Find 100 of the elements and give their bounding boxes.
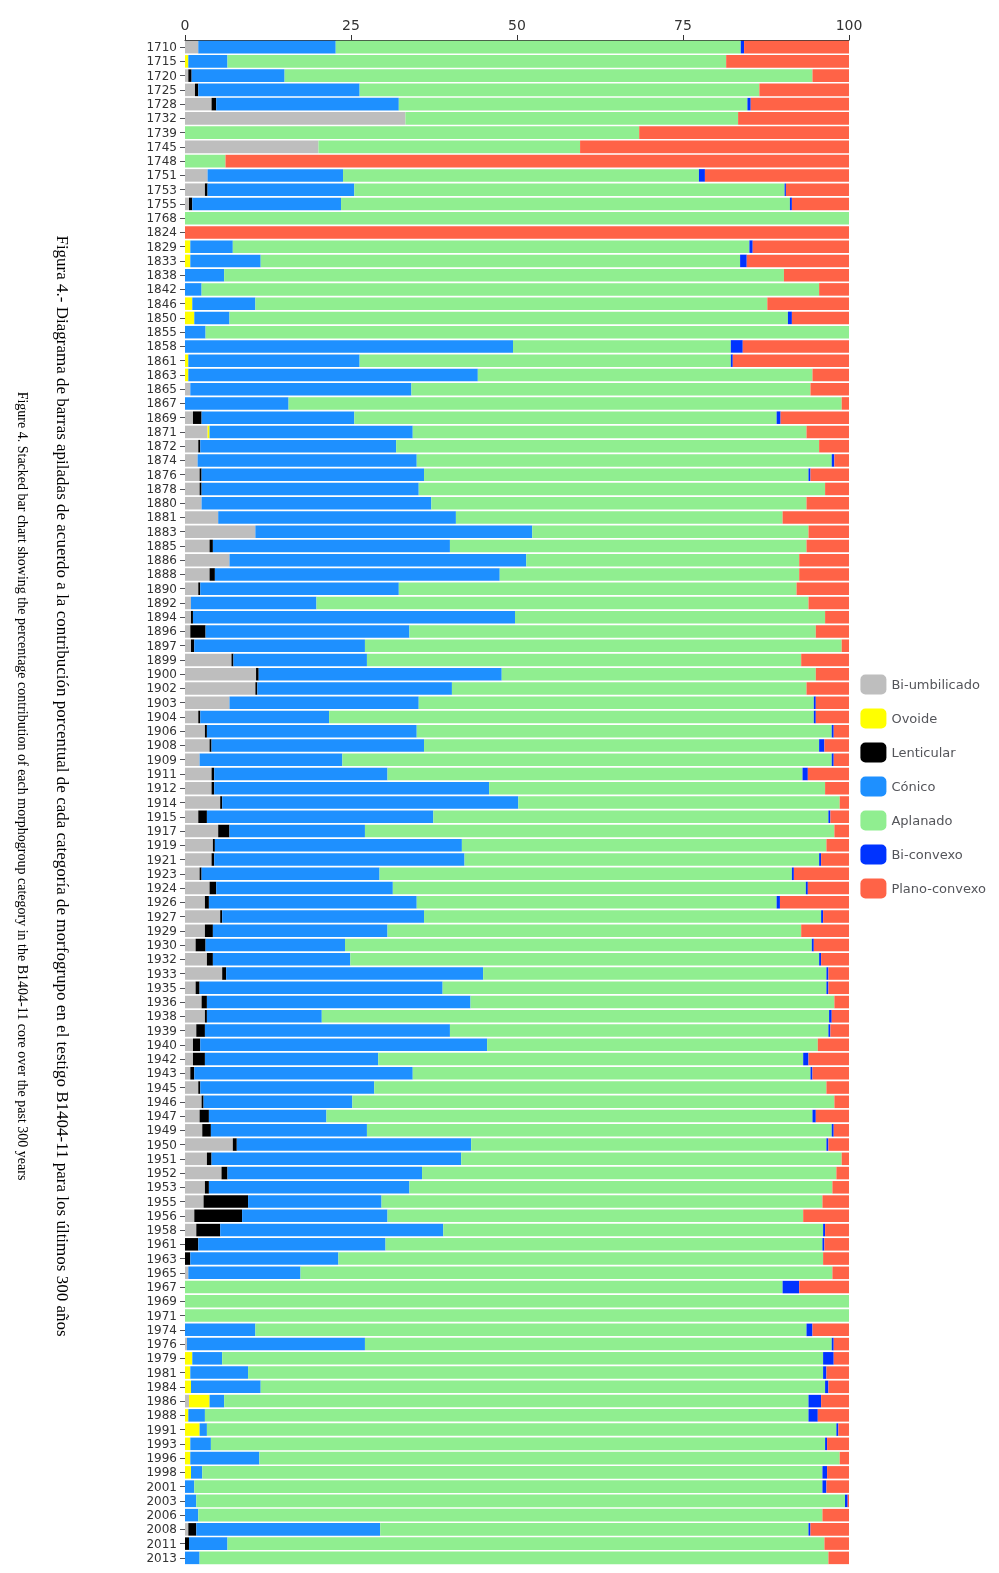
x-tick-label: 25 — [342, 17, 360, 33]
y-tick-label: 1935 — [146, 980, 177, 995]
bar — [190, 1067, 195, 1080]
y-tick-label: 1921 — [146, 852, 177, 867]
bar — [185, 1209, 195, 1223]
bar — [200, 439, 397, 453]
bar — [185, 924, 205, 938]
bar — [821, 1394, 849, 1408]
bar — [198, 810, 207, 824]
y-tick-label: 2003 — [146, 1493, 177, 1508]
y-tick-label: 1902 — [146, 681, 177, 696]
bar — [218, 824, 230, 838]
bar — [199, 1109, 209, 1123]
x-tick-label: 50 — [508, 17, 526, 33]
bar — [387, 924, 802, 938]
bar — [834, 824, 849, 838]
bar — [396, 439, 820, 453]
bar — [827, 1437, 849, 1451]
y-tick-label: 1863 — [146, 367, 177, 382]
bar — [316, 596, 809, 610]
bar — [461, 1152, 842, 1166]
bar — [185, 610, 191, 624]
y-tick-label: 1927 — [146, 909, 177, 924]
bar — [392, 881, 806, 895]
y-tick-label: 1865 — [146, 382, 177, 397]
y-tick-label: 1938 — [146, 1009, 177, 1024]
bar — [216, 881, 393, 895]
bar — [208, 1109, 327, 1123]
bar — [411, 382, 811, 396]
bar — [185, 1323, 256, 1337]
y-tick-label: 1986 — [146, 1394, 177, 1409]
bar — [188, 368, 478, 382]
y-tick-label: 1880 — [146, 496, 177, 511]
legend-label: Plano-convexo — [891, 881, 987, 896]
bar — [185, 881, 210, 895]
y-tick-label: 1926 — [146, 895, 177, 910]
bar — [212, 924, 388, 938]
bar — [185, 981, 196, 995]
bar — [318, 140, 581, 154]
y-tick-label: 1869 — [146, 410, 177, 425]
y-tick-label: 1846 — [146, 296, 177, 311]
bar — [819, 439, 849, 453]
bar — [698, 169, 705, 182]
bar — [812, 1323, 849, 1337]
bar — [185, 240, 191, 253]
y-tick-label: 1951 — [146, 1151, 177, 1166]
bar — [833, 1337, 849, 1351]
bar — [188, 1266, 301, 1280]
bar — [477, 368, 813, 382]
bar — [806, 539, 849, 553]
bar — [836, 1166, 849, 1180]
y-tick-label: 1748 — [146, 154, 177, 169]
y-tick-label: 1710 — [146, 40, 177, 55]
bar — [335, 40, 741, 54]
x-tick-label: 75 — [674, 17, 692, 33]
bar — [255, 1323, 807, 1337]
bar — [825, 1223, 849, 1237]
bar — [808, 1409, 818, 1422]
y-tick-label: 2011 — [146, 1536, 177, 1551]
bar — [206, 995, 471, 1009]
y-tick-label: 1911 — [146, 767, 177, 781]
bar — [232, 240, 750, 253]
bar — [836, 1423, 839, 1436]
bar — [364, 1337, 832, 1351]
text: Figura 4.- Diagrama de barras apiladas de acuerdo a la contribución porcentual de cada categoría de morfogrupo en el testigo B1404-11 para los últimos 300 años — [52, 235, 72, 1337]
bar — [341, 197, 790, 211]
bar — [198, 40, 336, 54]
bar — [185, 1523, 189, 1536]
bar — [810, 382, 849, 396]
y-tick-label: 1955 — [146, 1194, 177, 1209]
bar — [192, 411, 202, 424]
y-tick-label: 1883 — [146, 524, 177, 539]
bar — [791, 311, 849, 325]
bar — [352, 1095, 835, 1109]
y-tick-label: 1897 — [146, 638, 177, 653]
bar — [185, 382, 191, 396]
y-tick-label: 1909 — [146, 752, 177, 767]
legend-label: Cónico — [891, 779, 936, 794]
bar — [192, 610, 516, 624]
bar — [803, 1209, 849, 1223]
bar — [185, 938, 196, 952]
bar — [834, 1095, 849, 1109]
bar — [216, 97, 399, 111]
y-tick-label: 1963 — [146, 1251, 177, 1266]
bar — [300, 1266, 833, 1280]
y-tick-label: 1949 — [146, 1123, 177, 1138]
bar — [387, 767, 803, 781]
y-tick-label: 1850 — [146, 310, 177, 325]
bar — [185, 40, 199, 54]
bar — [185, 1038, 193, 1052]
bar — [202, 1124, 211, 1137]
y-tick-label: 1933 — [146, 966, 177, 981]
y-tick-label: 1833 — [146, 253, 177, 268]
bar — [832, 1266, 849, 1280]
y-tick-label: 1942 — [146, 1052, 177, 1067]
bar — [345, 938, 812, 952]
bar — [801, 653, 849, 667]
y-tick-label: 1981 — [146, 1365, 177, 1380]
bar — [204, 924, 213, 938]
bar — [194, 311, 230, 325]
